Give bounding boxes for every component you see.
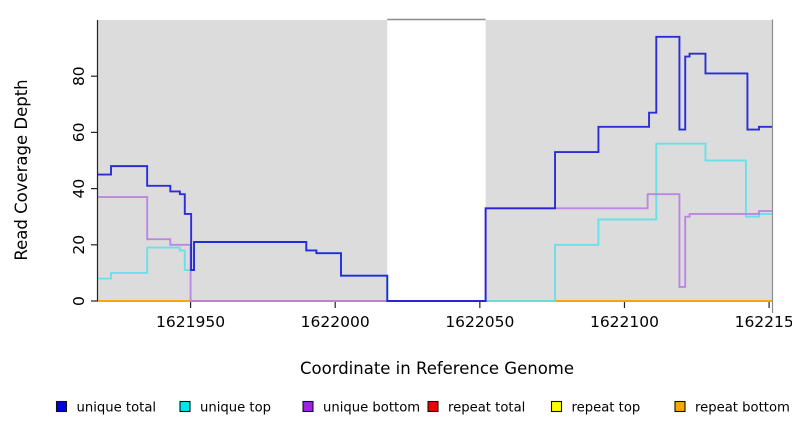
legend-label-unique-top: unique top (200, 401, 271, 416)
legend-label-unique-total: unique total (77, 401, 157, 416)
series-line-unique-total (98, 35, 772, 302)
legend-swatch-unique-total (55, 400, 68, 413)
x-tick-label: 1622050 (445, 313, 514, 331)
legend-swatch-repeat-top (550, 400, 563, 413)
legend-swatch-unique-bottom (302, 400, 314, 413)
legend-label-unique-bottom: unique bottom (323, 401, 420, 416)
legend-label-repeat-top: repeat top (572, 401, 641, 416)
y-tick-label: 0 (70, 296, 88, 306)
legend-swatch-repeat-bottom (674, 400, 686, 413)
series-line-unique-bottom (98, 193, 772, 302)
x-tick-label: 1622000 (301, 313, 370, 331)
legend-swatch-repeat-total (427, 400, 439, 413)
legend-label-repeat-total: repeat total (448, 401, 525, 416)
x-axis-title: Coordinate in Reference Genome (300, 359, 574, 378)
y-tick-label: 60 (70, 123, 88, 143)
x-tick-label: 1622100 (590, 313, 659, 331)
y-tick-label: 80 (70, 66, 88, 86)
y-tick-label: 20 (70, 235, 88, 255)
legend-swatch-unique-top (179, 400, 191, 413)
shaded-region-0 (98, 20, 388, 301)
y-tick-label: 40 (70, 179, 88, 199)
y-axis-title: Read Coverage Depth (12, 79, 31, 260)
x-tick-label: 1621950 (156, 313, 225, 331)
legend-label-repeat-bottom: repeat bottom (695, 401, 790, 416)
x-tick-label: 1622150 (735, 313, 792, 331)
